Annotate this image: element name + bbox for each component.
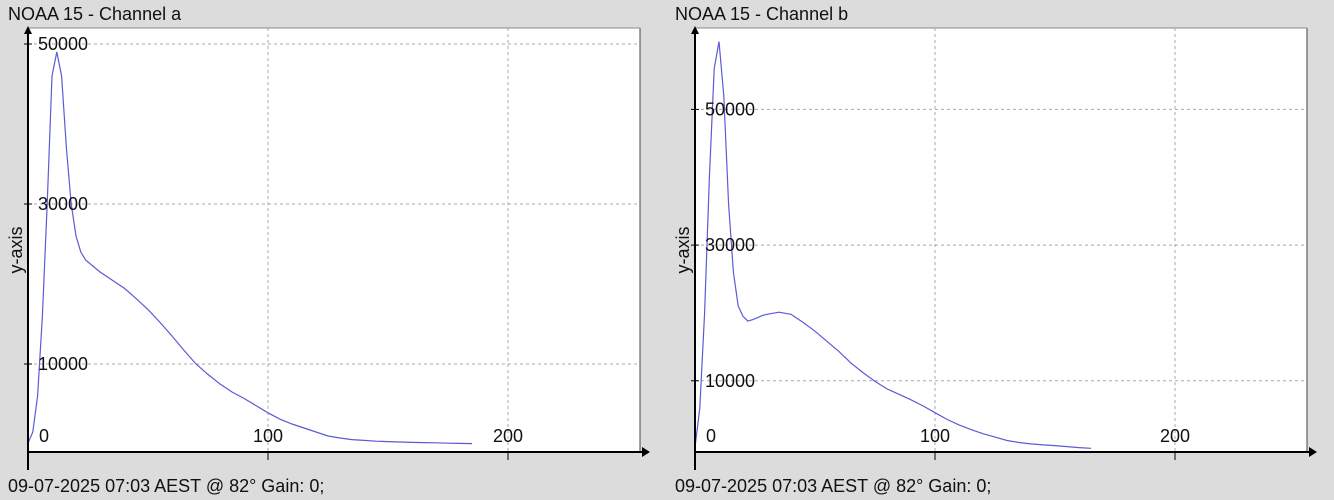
y-tick-label: 30000 [38, 194, 88, 214]
plot-a: 0 100 200 10000 30000 50000 y-axis [6, 26, 650, 470]
x-tick-label: 0 [706, 426, 716, 446]
y-tick-label: 10000 [38, 354, 88, 374]
x-axis-arrow-icon [1309, 447, 1317, 457]
y-tick-label: 50000 [38, 34, 88, 54]
y-axis-arrow-icon [24, 26, 32, 34]
chart-footer-a: 09-07-2025 07:03 AEST @ 82° Gain: 0; [8, 476, 325, 496]
chart-panel-b: NOAA 15 - Channel b 0 100 200 10000 30000 500… [667, 0, 1334, 500]
y-axis-arrow-icon [691, 26, 699, 34]
y-axis-label: y-axis [673, 226, 693, 273]
y-tick-label: 50000 [705, 99, 755, 119]
chart-panel-a: NOAA 15 - Channel a 0 100 200 10000 30000 500… [6, 4, 650, 496]
y-tick-label: 30000 [705, 235, 755, 255]
chart-footer-b: 09-07-2025 07:03 AEST @ 82° Gain: 0; [675, 476, 992, 496]
chart-title-a: NOAA 15 - Channel a [8, 4, 182, 24]
x-tick-label: 200 [1160, 426, 1190, 446]
x-tick-label: 100 [253, 426, 283, 446]
x-axis-arrow-icon [642, 447, 650, 457]
series-line [694, 41, 1092, 449]
y-axis-label: y-axis [6, 226, 26, 273]
x-tick-label: 100 [920, 426, 950, 446]
y-tick-label: 10000 [705, 371, 755, 391]
plot-area [695, 28, 1307, 452]
plot-area [28, 28, 640, 452]
chart-title-b: NOAA 15 - Channel b [675, 4, 849, 24]
plot-b: 0 100 200 10000 30000 50000 y-axis [673, 26, 1317, 470]
x-tick-label: 200 [493, 426, 523, 446]
series-line [27, 51, 473, 445]
x-tick-label: 0 [39, 426, 49, 446]
